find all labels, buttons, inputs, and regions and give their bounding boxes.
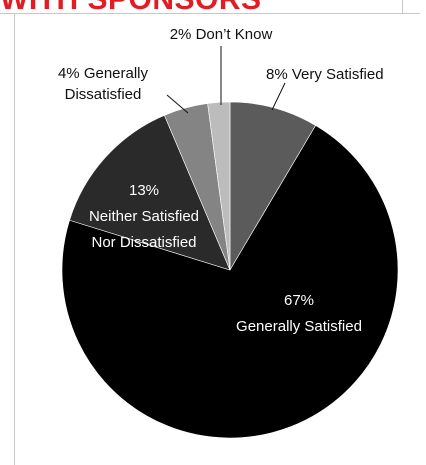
page-title: WITH SPONSORS <box>0 0 262 17</box>
label-generally-satisfied-text: Generally Satisfied <box>236 318 362 335</box>
label-neither-line2: Nor Dissatisfied <box>91 234 196 251</box>
label-dissatisfied-line1: 4% Generally <box>58 65 149 82</box>
label-neither-line1: Neither Satisfied <box>89 208 199 225</box>
pie-slices <box>61 101 399 439</box>
leader-line-very-satisfied <box>271 82 286 111</box>
label-dont-know: 2% Don’t Know <box>170 26 273 43</box>
label-very-satisfied: 8% Very Satisfied <box>266 66 384 83</box>
pie-slice-very-satisfied <box>229 101 317 272</box>
right-divider <box>402 0 403 13</box>
label-dissatisfied-line2: Dissatisfied <box>65 86 142 103</box>
label-generally-satisfied-pct: 67% <box>284 292 314 309</box>
left-divider <box>14 13 15 465</box>
label-neither-pct: 13% <box>129 182 159 199</box>
pie-slice-generally-satisfied <box>61 125 399 439</box>
pie-slice-neither-satisfied-nor-dissatisfied <box>69 114 231 271</box>
leader-line-dissatisfied <box>166 94 189 114</box>
pie-slice-don-t-know <box>207 101 231 271</box>
top-divider <box>0 13 420 14</box>
